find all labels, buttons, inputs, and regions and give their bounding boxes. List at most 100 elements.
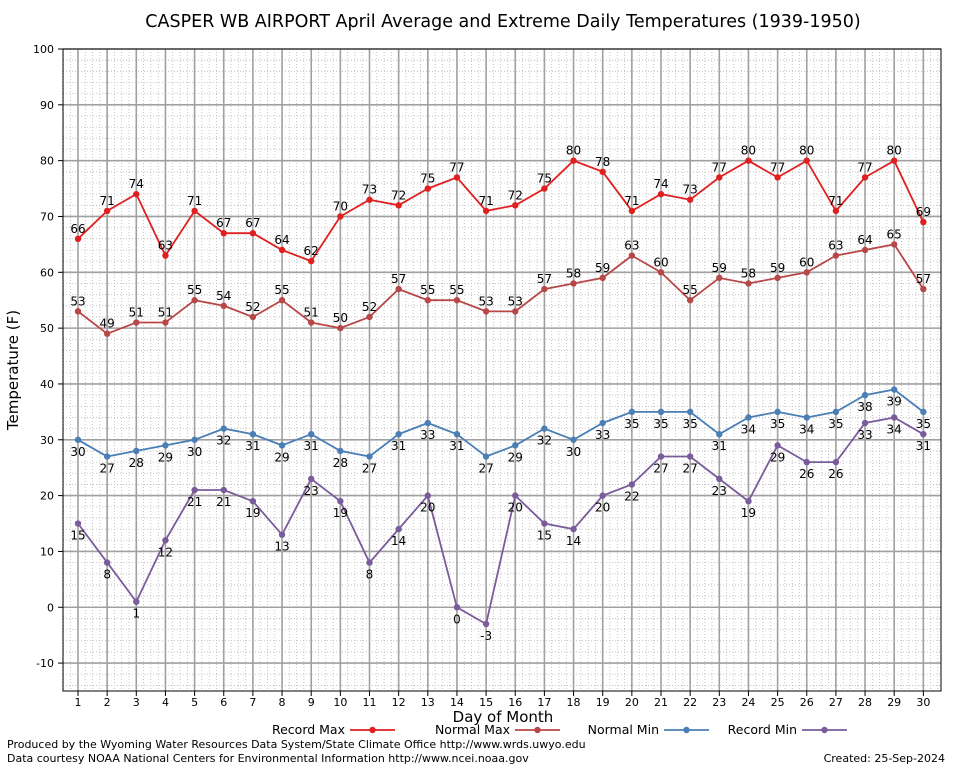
record-min-point — [570, 525, 577, 533]
record-max-point — [191, 207, 198, 215]
record-max-point — [920, 218, 927, 226]
normal-max-data-label: 54 — [216, 289, 231, 303]
normal-min-point — [424, 419, 431, 427]
y-tick-label: 60 — [40, 266, 54, 279]
normal-min-series: 30 27 28 29 30 32 31 29 31 28 27 31 33 31 27 29 32 30 33 35… — [70, 386, 931, 476]
normal-min-point — [191, 436, 198, 443]
record-max-data-label: 74 — [129, 177, 144, 191]
normal-max-data-label: 53 — [508, 294, 523, 308]
normal-max-point — [395, 285, 402, 293]
record-min-point — [424, 492, 431, 499]
record-min-data-label: 33 — [857, 428, 872, 442]
normal-max-data-label: 59 — [595, 261, 610, 275]
x-tick-label: 30 — [916, 696, 930, 709]
record-min-data-label: 20 — [595, 501, 610, 515]
normal-min-point — [395, 431, 402, 438]
normal-min-data-label: 33 — [595, 428, 610, 442]
record-min-point — [482, 620, 490, 628]
x-tick-label: 5 — [191, 696, 198, 709]
normal-min-data-label: 39 — [887, 395, 902, 409]
normal-min-data-label: 31 — [449, 439, 464, 453]
normal-max-point — [337, 324, 344, 332]
normal-min-point — [278, 442, 286, 449]
normal-max-data-label: 55 — [420, 283, 435, 297]
normal-max-data-label: 55 — [683, 283, 698, 297]
normal-max-point — [716, 274, 723, 282]
normal-max-point — [366, 313, 373, 321]
normal-max-point — [191, 297, 198, 304]
normal-max-point — [657, 269, 665, 276]
record-max-data-label: 73 — [683, 183, 698, 197]
record-max-data-label: 75 — [537, 172, 552, 186]
normal-max-point — [745, 280, 752, 287]
y-tick-label: 70 — [40, 210, 54, 223]
normal-min-point — [861, 391, 869, 399]
x-tick-label: 16 — [508, 696, 522, 709]
y-tick-label: 0 — [47, 601, 54, 614]
record-max-point — [103, 207, 111, 215]
record-min-data-label: 23 — [304, 484, 319, 498]
normal-max-data-label: 52 — [362, 300, 377, 314]
record-min-point — [74, 520, 82, 527]
normal-min-data-label: 31 — [304, 439, 319, 453]
x-tick-label: 18 — [567, 696, 581, 709]
normal-max-data-label: 65 — [887, 227, 902, 241]
record-max-point — [337, 213, 344, 220]
y-tick-label: 50 — [40, 322, 54, 335]
x-tick-label: 14 — [450, 696, 464, 709]
normal-min-point — [103, 453, 111, 460]
normal-min-line — [77, 388, 924, 458]
record-min-data-label: 0 — [453, 612, 461, 626]
x-tick-label: 24 — [741, 696, 755, 709]
normal-max-data-label: 53 — [70, 294, 85, 308]
normal-min-point — [716, 431, 723, 438]
legend-marker — [534, 726, 541, 734]
x-tick-label: 6 — [220, 696, 227, 709]
x-tick-label: 23 — [712, 696, 726, 709]
normal-max-point — [861, 246, 869, 254]
record-max-data-label: 71 — [624, 194, 639, 208]
normal-min-data-label: 28 — [129, 456, 144, 470]
y-tick-label: 10 — [40, 545, 54, 558]
record-max-point — [599, 168, 606, 176]
record-max-point — [628, 207, 636, 215]
record-max-data-label: 80 — [566, 144, 581, 158]
record-min-data-label: 13 — [274, 540, 289, 554]
normal-min-data-label: 30 — [187, 445, 202, 459]
record-max-data-label: 69 — [916, 205, 931, 219]
record-min-point — [541, 520, 548, 527]
record-min-point — [278, 531, 286, 538]
normal-min-data-label: 27 — [100, 462, 115, 476]
legend-marker — [821, 726, 828, 734]
record-min-data-label: 34 — [887, 422, 902, 436]
normal-min-point — [541, 425, 548, 432]
normal-min-point — [803, 414, 810, 421]
record-max-point — [74, 235, 82, 243]
normal-min-data-label: 30 — [566, 445, 581, 459]
x-tick-label: 12 — [392, 696, 406, 709]
record-max-point — [541, 185, 548, 192]
x-axis-label: Day of Month — [453, 708, 554, 726]
record-max-data-label: 73 — [362, 183, 377, 197]
normal-min-point — [891, 386, 898, 393]
normal-min-point — [745, 414, 752, 421]
normal-min-point — [366, 453, 373, 460]
normal-min-point — [308, 431, 315, 438]
normal-min-data-label: 30 — [70, 445, 85, 459]
normal-min-data-label: 35 — [828, 417, 843, 431]
record-max-data-label: 80 — [741, 144, 756, 158]
record-min-point — [191, 486, 198, 494]
record-max-data-label: 64 — [274, 233, 289, 247]
normal-max-data-label: 52 — [245, 300, 260, 314]
normal-max-point — [628, 252, 636, 259]
normal-min-point — [657, 408, 665, 416]
record-max-point — [220, 230, 227, 237]
normal-min-point — [249, 431, 257, 438]
normal-max-point — [249, 313, 257, 321]
normal-min-data-label: 35 — [916, 417, 931, 431]
normal-max-point — [774, 274, 781, 282]
record-max-point — [745, 157, 752, 164]
normal-min-point — [162, 442, 169, 449]
normal-max-data-label: 63 — [624, 239, 639, 253]
normal-min-point — [832, 408, 840, 416]
